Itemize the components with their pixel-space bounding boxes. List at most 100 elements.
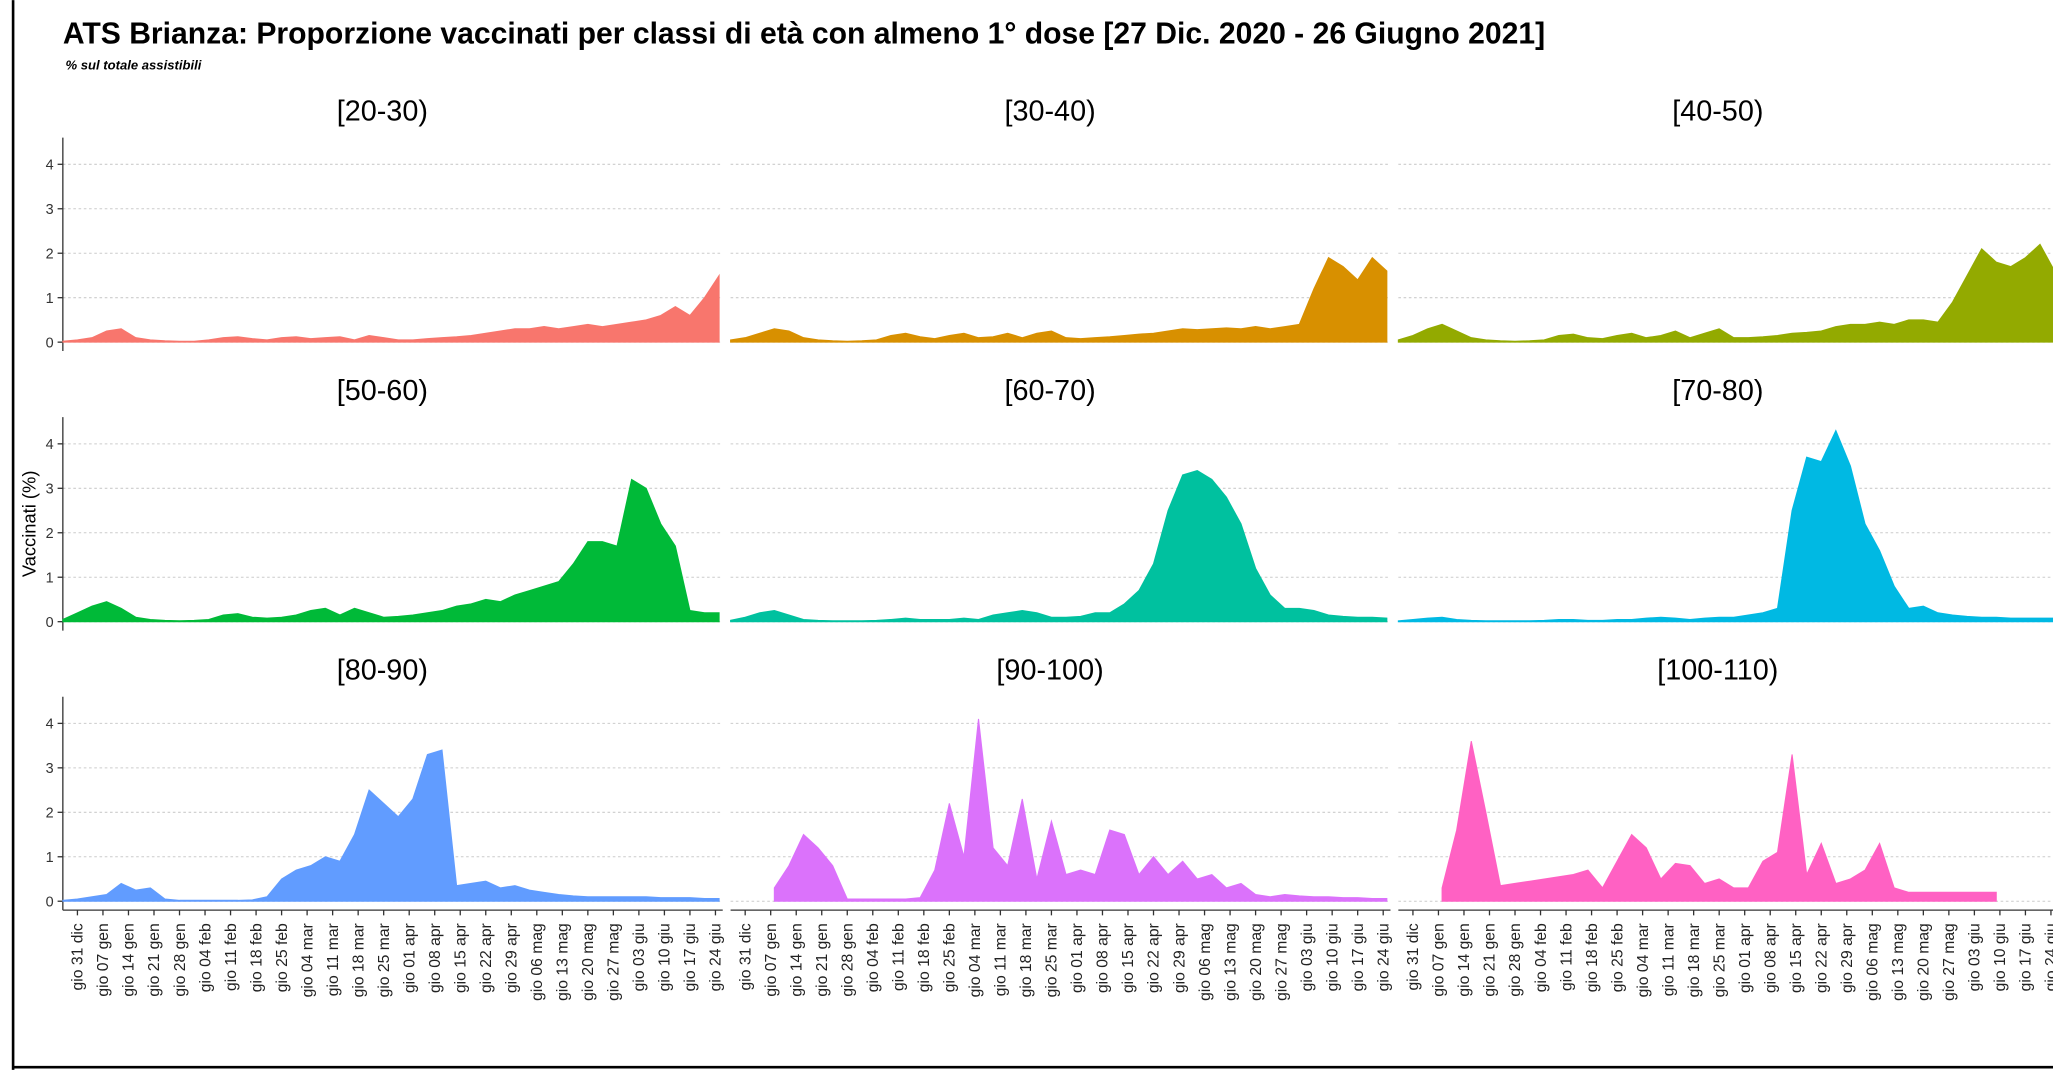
facet-title: [40-50) [1672, 96, 1763, 128]
x-tick-label: gio 22 apr [1813, 923, 1830, 993]
x-tick-label: gio 04 mar [299, 923, 316, 997]
x-tick-label: gio 25 mar [1044, 923, 1061, 997]
area [62, 749, 720, 902]
x-tick-label: gio 11 feb [1558, 923, 1575, 991]
x-tick-label: gio 18 mar [350, 923, 367, 997]
area [1397, 243, 2053, 343]
y-tick-label: 4 [46, 437, 54, 453]
chart-subtitle: % sul totale assistibili [65, 58, 201, 73]
x-tick-label: gio 04 mar [1635, 923, 1652, 997]
x-tick-label: gio 04 feb [197, 923, 214, 992]
facet-title: [80-90) [337, 655, 428, 687]
x-tick-label: gio 11 mar [1660, 923, 1677, 996]
x-tick-label: gio 25 feb [942, 923, 959, 992]
x-tick-label: gio 25 mar [376, 923, 393, 997]
facet-title: [70-80) [1672, 375, 1763, 407]
x-tick-label: gio 04 mar [967, 923, 984, 997]
x-tick-label: gio 22 apr [478, 923, 495, 993]
y-tick-label: 4 [46, 158, 54, 174]
x-tick-label: gio 18 mar [1018, 923, 1035, 997]
x-tick-label: gio 03 giu [1299, 923, 1316, 991]
x-tick-label: gio 28 gen [1507, 923, 1524, 996]
x-tick-label: gio 13 mag [1890, 923, 1907, 1001]
x-tick-label: gio 14 gen [1456, 923, 1473, 996]
y-tick-label: 1 [46, 291, 54, 307]
x-tick-label: gio 21 gen [814, 923, 831, 996]
x-tick-label: gio 08 apr [1095, 923, 1112, 993]
y-tick-label: 0 [46, 615, 54, 631]
area [773, 718, 1388, 902]
x-tick-label: gio 20 mag [580, 923, 597, 1001]
x-tick-label: gio 28 gen [172, 923, 189, 996]
area [1441, 741, 1997, 902]
x-tick-label: gio 03 giu [631, 923, 648, 991]
x-tick-label: gio 17 giu [682, 923, 699, 991]
x-tick-label: gio 15 apr [452, 923, 469, 993]
x-tick-label: gio 03 giu [1967, 923, 1984, 991]
y-tick-label: 2 [46, 246, 54, 262]
facet-title: [50-60) [337, 375, 428, 407]
x-tick-label: gio 07 gen [763, 923, 780, 996]
x-tick-label: gio 14 gen [788, 923, 805, 996]
x-tick-label: gio 14 gen [121, 923, 138, 996]
x-tick-label: gio 13 mag [1222, 923, 1239, 1001]
x-tick-label: gio 31 dic [1405, 923, 1422, 990]
x-tick-label: gio 10 giu [1324, 923, 1341, 991]
x-tick-label: gio 18 feb [248, 923, 265, 992]
area [730, 256, 1388, 343]
x-tick-label: gio 07 gen [1431, 923, 1448, 996]
x-tick-label: gio 18 mar [1686, 923, 1703, 997]
x-tick-label: gio 29 apr [1171, 923, 1188, 993]
x-tick-label: gio 01 apr [1737, 923, 1754, 993]
y-tick-label: 2 [46, 806, 54, 822]
area [1397, 429, 2053, 623]
x-tick-label: gio 31 dic [737, 923, 754, 990]
x-tick-label: gio 10 giu [657, 923, 674, 991]
x-tick-label: gio 08 apr [427, 923, 444, 993]
x-tick-label: gio 01 apr [1069, 923, 1086, 993]
x-tick-label: gio 08 apr [1762, 923, 1779, 993]
y-tick-label: 3 [46, 482, 54, 498]
x-tick-label: gio 15 apr [1788, 923, 1805, 993]
x-tick-label: gio 31 dic [70, 923, 87, 990]
y-tick-label: 1 [46, 850, 54, 866]
x-tick-label: gio 25 feb [274, 923, 291, 992]
x-tick-label: gio 11 mar [325, 923, 342, 996]
facet-title: [30-40) [1004, 96, 1095, 128]
facet-title: [90-100) [996, 655, 1103, 687]
x-tick-label: gio 01 apr [401, 923, 418, 993]
x-tick-label: gio 24 giu [1375, 923, 1392, 991]
x-tick-label: gio 27 mag [1273, 923, 1290, 1001]
y-axis-label: Vaccinati (%) [18, 471, 39, 578]
x-tick-label: gio 11 mar [993, 923, 1010, 996]
x-tick-label: gio 18 feb [1584, 923, 1601, 992]
facet-title: [60-70) [1004, 375, 1095, 407]
y-tick-label: 0 [46, 335, 54, 351]
x-tick-label: gio 21 gen [146, 923, 163, 996]
x-tick-label: gio 10 giu [1992, 923, 2009, 991]
x-tick-label: gio 06 mag [1197, 923, 1214, 1001]
y-tick-label: 2 [46, 526, 54, 542]
x-tick-label: gio 29 apr [504, 923, 521, 993]
x-tick-label: gio 27 mag [606, 923, 623, 1001]
x-tick-label: gio 24 giu [708, 923, 725, 991]
x-tick-label: gio 15 apr [1120, 923, 1137, 993]
area [62, 273, 720, 343]
x-tick-label: gio 25 feb [1609, 923, 1626, 992]
y-tick-label: 1 [46, 570, 54, 586]
x-tick-label: gio 29 apr [1839, 923, 1856, 993]
area [62, 478, 720, 623]
x-tick-label: gio 07 gen [95, 923, 112, 996]
x-tick-label: gio 06 mag [1865, 923, 1882, 1001]
facet-title: [20-30) [337, 96, 428, 128]
area [730, 469, 1388, 623]
x-tick-label: gio 20 mag [1916, 923, 1933, 1001]
y-tick-label: 0 [46, 894, 54, 910]
x-tick-label: gio 27 mag [1941, 923, 1958, 1001]
x-tick-label: gio 28 gen [839, 923, 856, 996]
x-tick-label: gio 04 feb [865, 923, 882, 992]
x-tick-label: gio 17 giu [1350, 923, 1367, 991]
x-tick-label: gio 17 giu [2018, 923, 2035, 991]
